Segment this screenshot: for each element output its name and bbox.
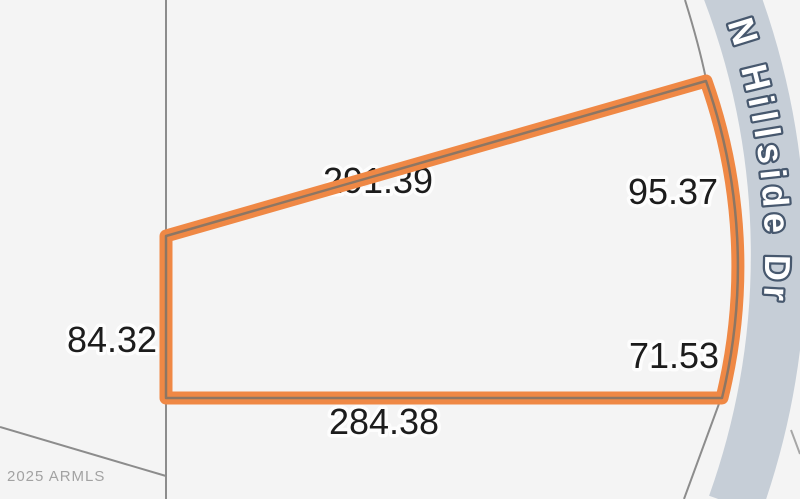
dimension-label-right-upper: 95.37	[628, 171, 718, 212]
dimension-label-bottom: 284.38	[329, 401, 439, 442]
lot-line-diagonal-southwest	[0, 426, 167, 477]
road-band	[704, 0, 800, 499]
watermark-text: 2025 ARMLS	[7, 468, 105, 485]
lot-line-upper-right	[684, 0, 707, 80]
lot-line-across-road	[790, 429, 800, 455]
dimension-label-left: 84.32	[67, 319, 157, 360]
lot-line-lower-right	[683, 400, 721, 499]
parcel-boundary-core	[164, 79, 740, 400]
dimension-label-right-lower: 71.53	[629, 335, 719, 376]
